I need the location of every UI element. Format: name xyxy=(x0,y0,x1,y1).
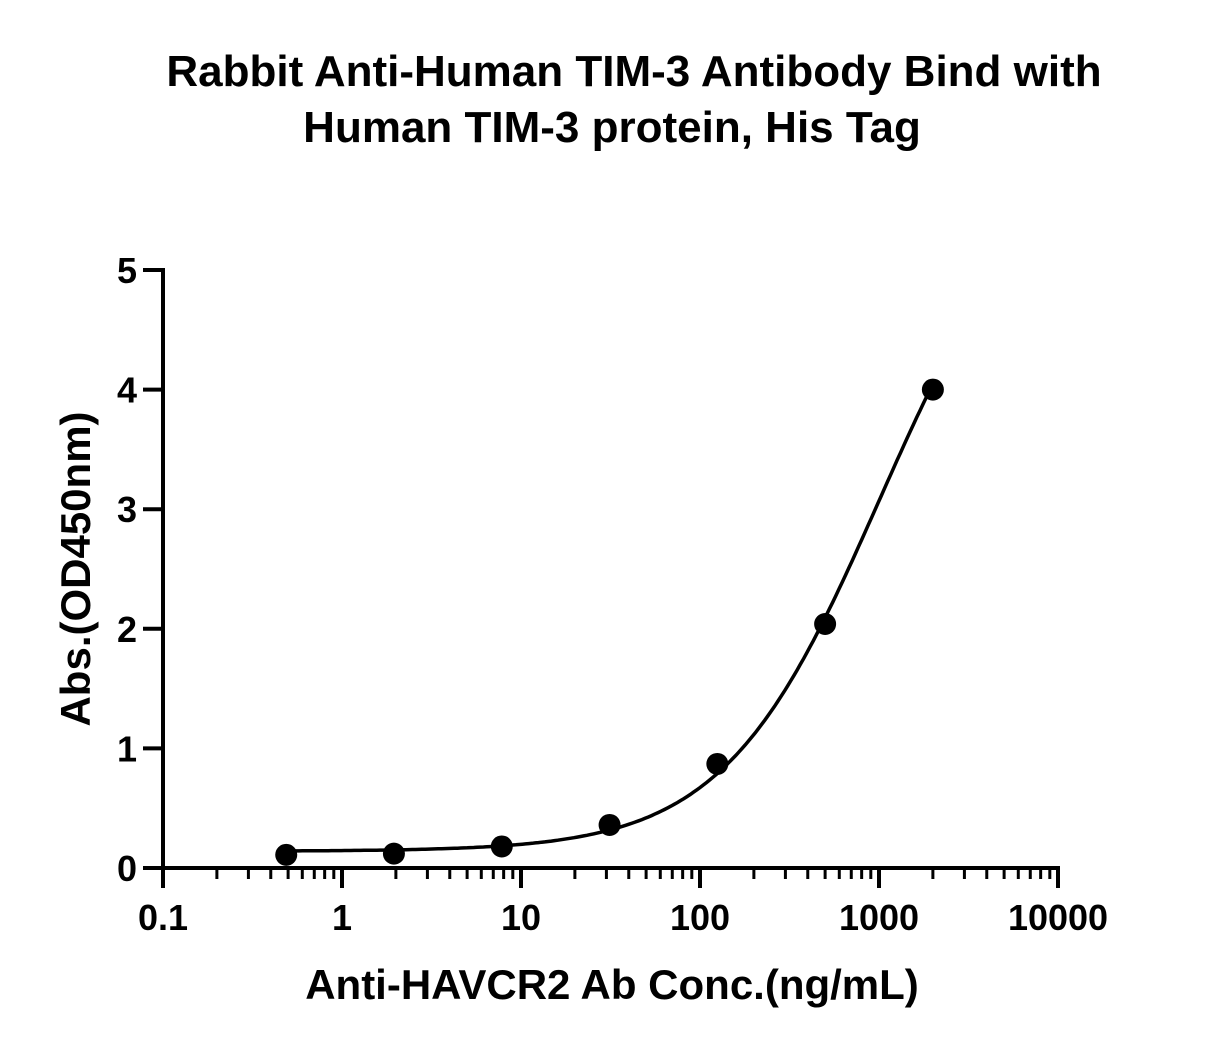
data-marks xyxy=(275,378,944,866)
axes: 0 1 2 3 4 5 0.1 1 10 100 1000 10000 xyxy=(117,250,1108,938)
y-tick-label: 5 xyxy=(117,250,137,291)
fit-curve xyxy=(286,383,935,853)
data-point xyxy=(598,813,621,836)
data-point xyxy=(921,378,944,401)
x-tick-label: 1000 xyxy=(839,897,919,938)
x-tick-label: 100 xyxy=(670,897,730,938)
data-point xyxy=(814,613,837,636)
x-tick-label: 10000 xyxy=(1008,897,1108,938)
x-tick-label: 1 xyxy=(332,897,352,938)
data-point xyxy=(706,752,729,775)
x-tick-label: 0.1 xyxy=(138,897,188,938)
data-point xyxy=(275,843,298,866)
y-tick-label: 0 xyxy=(117,848,137,889)
chart-title-line-1: Rabbit Anti-Human TIM-3 Antibody Bind wi… xyxy=(166,47,1101,96)
data-point xyxy=(382,842,405,865)
data-point xyxy=(490,835,513,858)
x-tick-label: 10 xyxy=(501,897,541,938)
chart-title-line-2: Human TIM-3 protein, His Tag xyxy=(303,103,921,152)
y-tick-label: 4 xyxy=(117,370,137,411)
y-axis-label: Abs.(OD450nm) xyxy=(52,411,99,726)
y-tick-label: 2 xyxy=(117,609,137,650)
y-tick-label: 3 xyxy=(117,489,137,530)
y-tick-label: 1 xyxy=(117,728,137,769)
x-axis-label: Anti-HAVCR2 Ab Conc.(ng/mL) xyxy=(305,961,919,1008)
